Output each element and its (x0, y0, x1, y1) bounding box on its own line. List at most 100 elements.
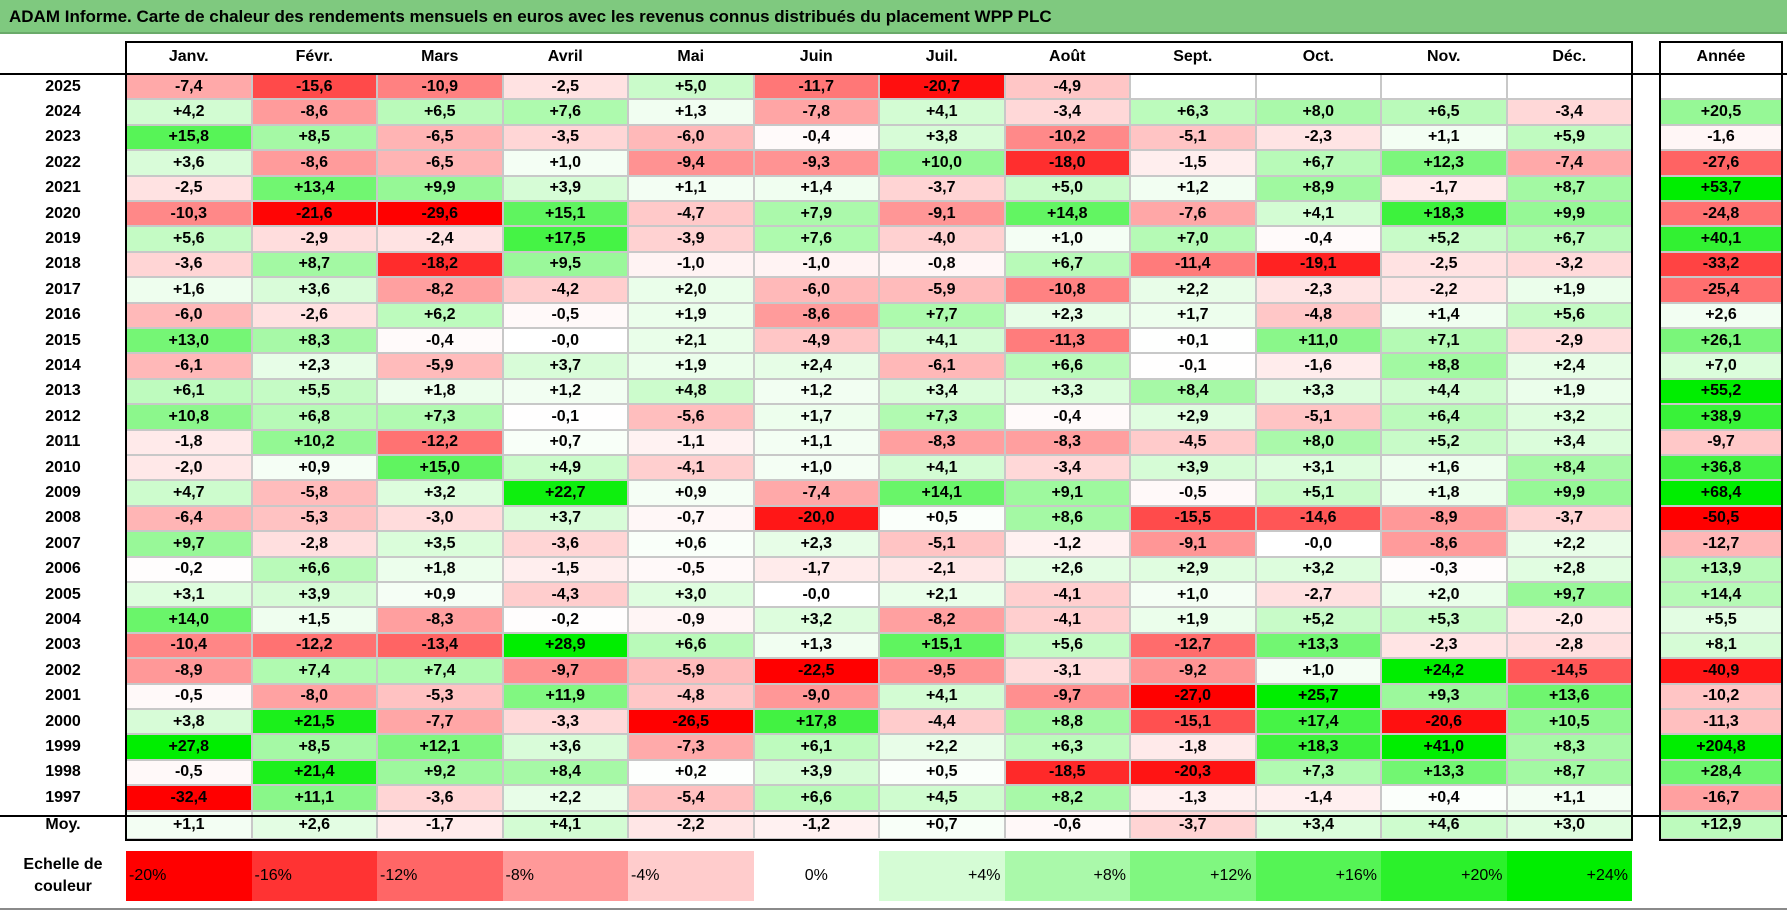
heatmap-cell: -4,7 (628, 201, 754, 227)
heatmap-cell: -7,4 (753, 480, 879, 506)
color-scale-swatch: 0% (753, 851, 879, 901)
color-scale-swatch: +16% (1255, 851, 1381, 901)
heatmap-cell: +1,8 (377, 556, 503, 582)
heatmap-cell: +3,1 (1255, 455, 1381, 481)
heatmap-cell: +9,9 (377, 175, 503, 201)
heatmap-cell: +13,3 (1255, 632, 1381, 659)
heatmap-cell: +5,2 (1381, 429, 1507, 455)
year-label: 1998 (45, 763, 81, 781)
heatmap-cell: -8,3 (377, 607, 503, 633)
heatmap-cell: +1,5 (251, 607, 377, 633)
heatmap-cell: -3,4 (1004, 455, 1130, 481)
annual-cell: +26,1 (1660, 328, 1782, 354)
heatmap-cell: -0,5 (126, 683, 252, 709)
heatmap-cell: -4,9 (1004, 74, 1130, 100)
heatmap-cell: +1,2 (753, 378, 879, 405)
annual-cell: -10,2 (1660, 683, 1782, 709)
heatmap-cell: -9,7 (502, 658, 628, 684)
heatmap-cell: -3,2 (1506, 251, 1632, 278)
heatmap-cell: +1,6 (1381, 455, 1507, 481)
heatmap-cell: +1,0 (1255, 658, 1381, 684)
heatmap-cell: +0,1 (1130, 328, 1256, 354)
heatmap-cell: -2,5 (126, 175, 252, 201)
heatmap-cell: +1,9 (1506, 277, 1632, 303)
heatmap-cell: +6,5 (1381, 99, 1507, 125)
annual-cell: +14,4 (1660, 582, 1782, 608)
heatmap-cell: -2,1 (879, 556, 1005, 582)
year-label: 1999 (45, 738, 81, 756)
heatmap-cell: +9,2 (377, 759, 503, 786)
heatmap-cell: -2,3 (1255, 277, 1381, 303)
heatmap-cell: +4,4 (1381, 378, 1507, 405)
heatmap-cell: -5,1 (879, 531, 1005, 557)
heatmap-cell: +3,9 (753, 759, 879, 786)
heatmap-cell: +1,3 (753, 632, 879, 659)
heatmap-cell: +4,1 (1255, 201, 1381, 227)
heatmap-cell: +18,3 (1255, 734, 1381, 760)
heatmap-cell: -2,9 (1506, 328, 1632, 354)
heatmap-cell: +3,6 (502, 734, 628, 760)
heatmap-cell: -0,5 (1130, 480, 1256, 506)
heatmap-cell: -12,2 (251, 632, 377, 659)
year-label: 2004 (45, 611, 81, 629)
heatmap-cell: +4,2 (126, 99, 252, 125)
heatmap-cell: -11,7 (753, 74, 879, 100)
heatmap-cell: +10,8 (126, 404, 252, 430)
heatmap-cell: -0,1 (1130, 353, 1256, 379)
heatmap-cell: +6,6 (753, 785, 879, 811)
heatmap-cell: +5,9 (1506, 124, 1632, 151)
heatmap-cell: -18,5 (1004, 759, 1130, 786)
heatmap-cell: +6,1 (126, 378, 252, 405)
heatmap-cell: +0,7 (502, 429, 628, 455)
heatmap-cell: +2,2 (879, 734, 1005, 760)
heatmap-cell: -10,8 (1004, 277, 1130, 303)
heatmap-cell: +13,6 (1506, 683, 1632, 709)
heatmap-cell: +7,0 (1130, 226, 1256, 252)
year-label: 2019 (45, 230, 81, 248)
heatmap-cell: +8,0 (1255, 429, 1381, 455)
heatmap-cell: +17,8 (753, 709, 879, 735)
heatmap-cell: +5,6 (1506, 302, 1632, 328)
year-label: 2022 (45, 153, 81, 171)
heatmap-cell: -1,7 (1381, 175, 1507, 201)
annual-cell: +55,2 (1660, 378, 1782, 405)
heatmap-cell: +1,9 (1506, 378, 1632, 405)
heatmap-cell: +18,3 (1381, 201, 1507, 227)
heatmap-cell: +8,4 (502, 759, 628, 786)
heatmap-cell: -1,1 (628, 429, 754, 455)
heatmap-cell: -3,4 (1506, 99, 1632, 125)
heatmap-cell: +13,4 (251, 175, 377, 201)
heatmap-cell: +1,9 (628, 353, 754, 379)
annual-cell: +7,0 (1660, 353, 1782, 379)
color-scale-swatch: +24% (1506, 851, 1632, 901)
heatmap-cell: -4,0 (879, 226, 1005, 252)
heatmap-cell: -0,5 (126, 759, 252, 786)
header-separator (0, 73, 1787, 75)
heatmap-cell: +8,4 (1130, 378, 1256, 405)
heatmap-cell: -5,4 (628, 785, 754, 811)
heatmap-cell: +0,5 (879, 505, 1005, 532)
heatmap-cell: -2,5 (1381, 251, 1507, 278)
heatmap-cell: -9,1 (1130, 531, 1256, 557)
heatmap-cell: +15,8 (126, 124, 252, 151)
heatmap-cell: +22,7 (502, 480, 628, 506)
annual-cell: +68,4 (1660, 480, 1782, 506)
heatmap-cell: +2,6 (1004, 556, 1130, 582)
heatmap-cell: +10,0 (879, 150, 1005, 176)
heatmap-cell: +6,3 (1004, 734, 1130, 760)
heatmap-cell: -14,6 (1255, 505, 1381, 532)
heatmap-cell: -10,2 (1004, 124, 1130, 151)
heatmap-cell: +1,9 (1130, 607, 1256, 633)
annual-cell: -33,2 (1660, 251, 1782, 278)
heatmap-cell: +8,7 (1506, 759, 1632, 786)
year-label: 2011 (45, 433, 81, 451)
heatmap-cell: +1,0 (1004, 226, 1130, 252)
annual-cell (1660, 74, 1782, 100)
heatmap-cell: -0,5 (502, 302, 628, 328)
heatmap-cell: -2,9 (251, 226, 377, 252)
heatmap-cell: -5,9 (879, 277, 1005, 303)
heatmap-cell: +3,9 (502, 175, 628, 201)
heatmap-cell: +0,5 (879, 759, 1005, 786)
heatmap-cell: -5,3 (377, 683, 503, 709)
heatmap-cell: +4,1 (879, 328, 1005, 354)
